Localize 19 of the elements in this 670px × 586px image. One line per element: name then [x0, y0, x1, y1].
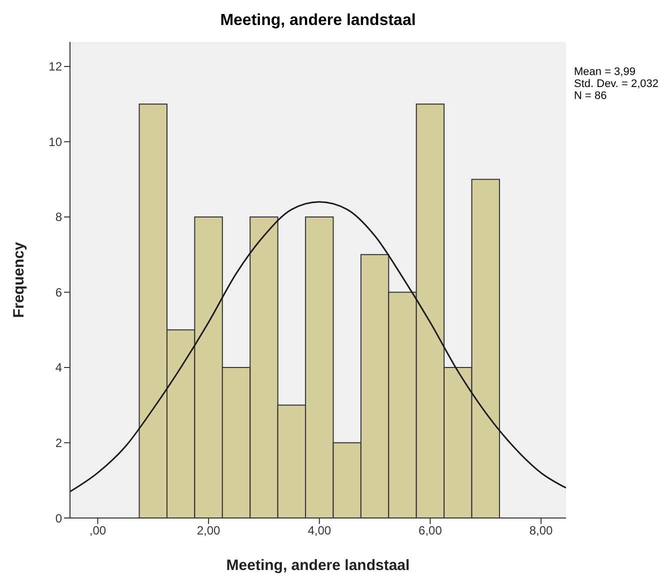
y-tick-label: 0 — [55, 511, 62, 526]
text: Std. Dev. = 2,032 — [574, 78, 658, 90]
y-tick-label: 2 — [55, 436, 62, 450]
x-tick-label: 6,00 — [418, 524, 442, 538]
x-tick-label: 4,00 — [308, 524, 332, 538]
text: N = 86 — [574, 90, 608, 102]
chart-title: Meeting, andere landstaal — [219, 12, 417, 30]
y-axis-title: Frequency — [10, 241, 28, 318]
line-series — [70, 201, 566, 492]
y-tick-label: 8 — [55, 210, 62, 224]
x-tick-label: ,00 — [89, 524, 106, 538]
text: Mean = 3,99 — [574, 66, 636, 78]
x-tick-label: 2,00 — [196, 524, 221, 538]
y-tick-label: 6 — [55, 285, 62, 300]
x-tick-label: 8,00 — [529, 524, 554, 538]
y-tick-label: 4 — [55, 360, 62, 375]
y-tick-label: 12 — [48, 60, 62, 74]
x-axis-title: Meeting, andere landstaal — [226, 557, 410, 574]
y-tick-label: 10 — [48, 134, 62, 149]
